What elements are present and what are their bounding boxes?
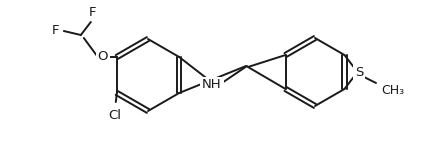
Text: O: O — [98, 51, 108, 64]
Text: S: S — [355, 66, 363, 78]
Text: CH₃: CH₃ — [381, 84, 404, 97]
Text: F: F — [51, 24, 59, 38]
Text: NH: NH — [202, 78, 222, 91]
Text: F: F — [89, 6, 97, 19]
Text: Cl: Cl — [108, 109, 121, 122]
